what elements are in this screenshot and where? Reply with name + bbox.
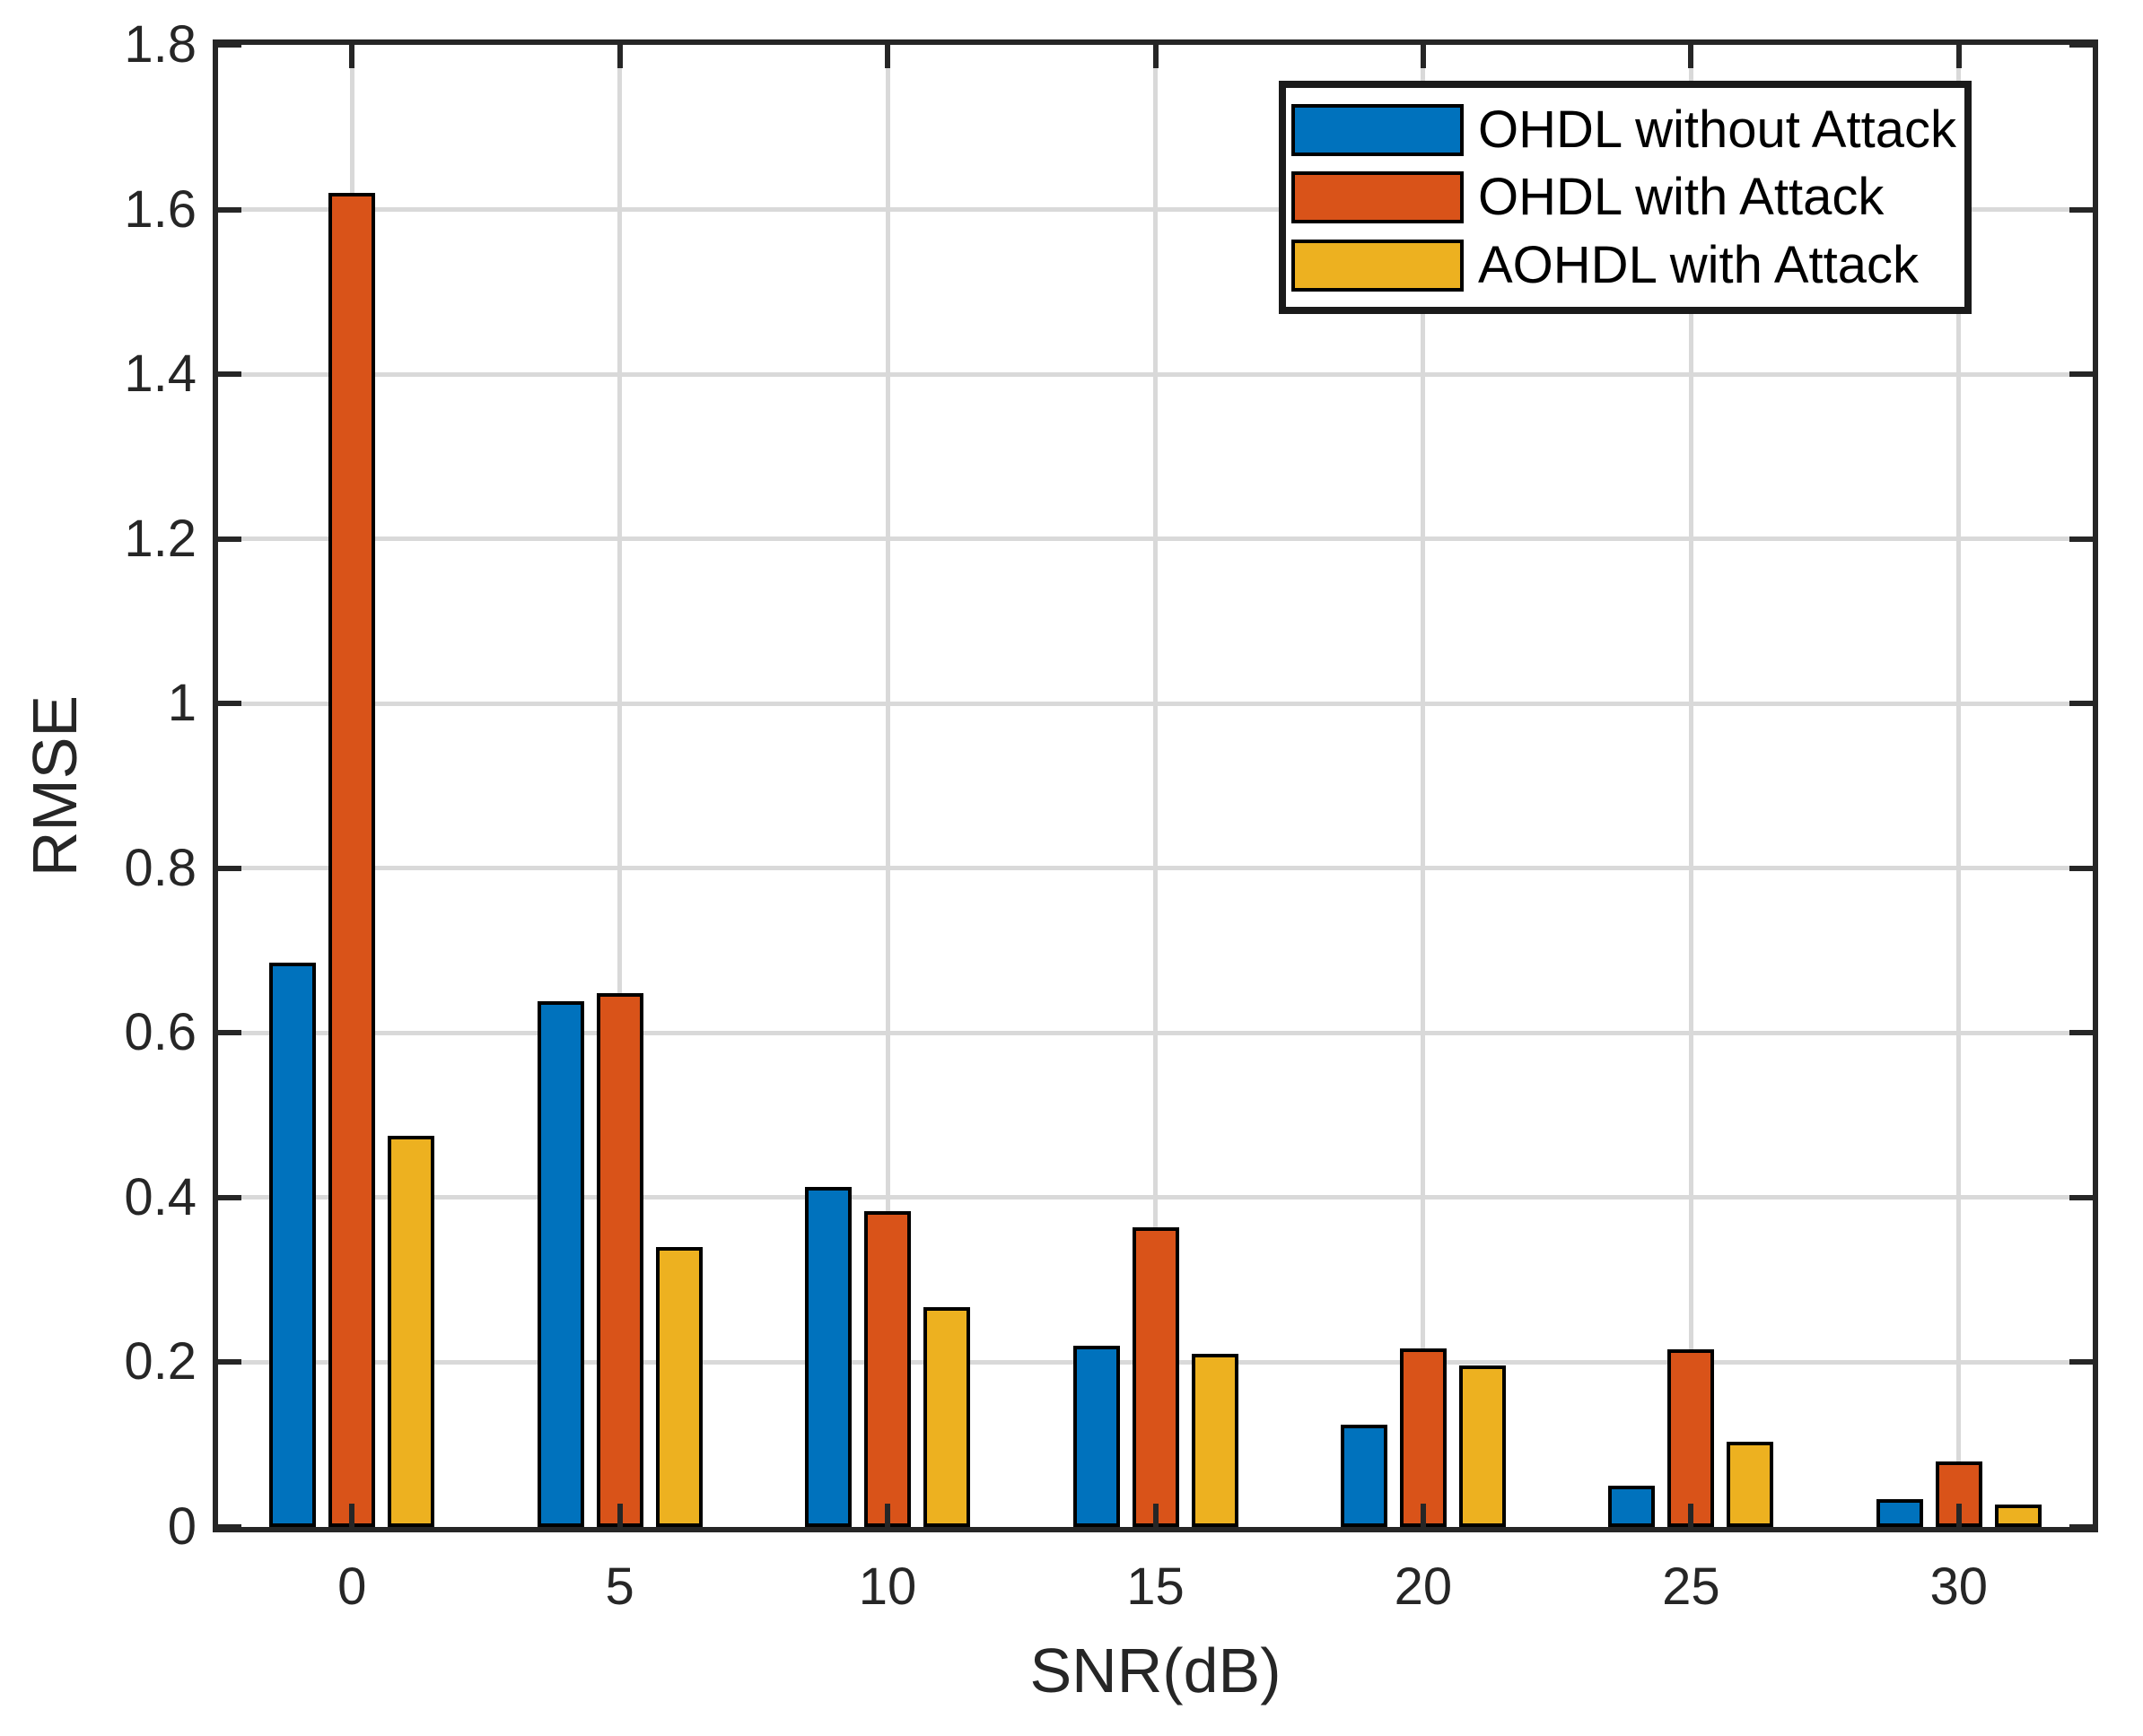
- legend-label: AOHDL with Attack: [1478, 235, 1920, 294]
- y-axis-title: RMSE: [20, 694, 90, 877]
- y-tick-label: 1.6: [124, 179, 197, 239]
- x-tickmark-top: [885, 45, 891, 68]
- legend-item: AOHDL with Attack: [1291, 235, 1964, 294]
- bar-ohdl-without-attack: [805, 1186, 853, 1527]
- y-tickmark-left: [218, 206, 241, 213]
- y-tickmark-left: [218, 1194, 241, 1200]
- y-tickmark-right: [2069, 42, 2093, 48]
- y-tickmark-right: [2069, 701, 2093, 707]
- y-tickmark-left: [218, 1359, 241, 1365]
- y-tickmark-left: [218, 701, 241, 707]
- x-tickmark-top: [1688, 45, 1694, 68]
- bar-aohdl-with-attack: [1191, 1354, 1238, 1527]
- y-tick-label: 0: [167, 1497, 197, 1556]
- x-tick-label: 15: [1126, 1557, 1185, 1616]
- bar-ohdl-with-attack: [1667, 1348, 1715, 1527]
- legend-label: OHDL without Attack: [1478, 100, 1956, 159]
- x-tickmark-bottom: [349, 1504, 355, 1527]
- x-tickmark-bottom: [885, 1504, 891, 1527]
- x-axis-title: SNR(dB): [1029, 1636, 1281, 1705]
- y-tickmark-left: [218, 536, 241, 542]
- legend-swatch-icon: [1291, 239, 1464, 292]
- y-tickmark-left: [218, 1030, 241, 1036]
- y-tick-label: 1.4: [124, 345, 197, 404]
- y-tick-label: 0.6: [124, 1003, 197, 1062]
- bar-aohdl-with-attack: [1727, 1442, 1774, 1527]
- x-tick-label: 5: [605, 1557, 634, 1616]
- x-tickmark-top: [617, 45, 623, 68]
- legend-item: OHDL with Attack: [1291, 171, 1964, 223]
- y-tickmark-right: [2069, 1359, 2093, 1365]
- bar-ohdl-without-attack: [537, 1001, 584, 1527]
- h-gridline: [218, 701, 2093, 706]
- x-tickmark-bottom: [617, 1504, 623, 1527]
- x-tickmark-bottom: [1420, 1504, 1426, 1527]
- v-gridline: [1956, 45, 1962, 1527]
- bar-ohdl-without-attack: [1876, 1498, 1923, 1527]
- x-tickmark-bottom: [1955, 1504, 1962, 1527]
- x-tickmark-bottom: [1152, 1504, 1159, 1527]
- v-gridline: [885, 45, 890, 1527]
- y-tick-label: 1.2: [124, 509, 197, 568]
- v-gridline: [617, 45, 623, 1527]
- h-gridline: [218, 1030, 2093, 1035]
- bar-ohdl-with-attack: [328, 193, 376, 1527]
- y-tick-label: 1.8: [124, 15, 197, 74]
- x-tick-label: 25: [1662, 1557, 1720, 1616]
- x-tick-label: 20: [1394, 1557, 1453, 1616]
- y-tick-label: 0.4: [124, 1167, 197, 1226]
- legend: OHDL without Attack OHDL with Attack AOHDL…: [1279, 81, 1972, 314]
- h-gridline: [218, 1195, 2093, 1200]
- x-tickmark-top: [349, 45, 355, 68]
- x-tickmark-top: [1152, 45, 1159, 68]
- y-tickmark-left: [218, 371, 241, 378]
- y-tickmark-right: [2069, 865, 2093, 871]
- legend-swatch-icon: [1291, 171, 1464, 223]
- h-gridline: [218, 537, 2093, 542]
- bar-aohdl-with-attack: [388, 1136, 435, 1527]
- y-tickmark-right: [2069, 536, 2093, 542]
- bar-ohdl-with-attack: [864, 1210, 912, 1527]
- bar-ohdl-with-attack: [1399, 1348, 1447, 1527]
- y-tickmark-right: [2069, 1030, 2093, 1036]
- bar-ohdl-without-attack: [1340, 1425, 1387, 1527]
- x-tick-label: 0: [337, 1557, 367, 1616]
- y-tick-label: 0.8: [124, 838, 197, 897]
- h-gridline: [218, 866, 2093, 871]
- x-tickmark-bottom: [1688, 1504, 1694, 1527]
- bar-aohdl-with-attack: [1458, 1365, 1506, 1527]
- y-tickmark-left: [218, 42, 241, 48]
- y-tickmark-right: [2069, 1524, 2093, 1530]
- y-tickmark-right: [2069, 206, 2093, 213]
- y-tickmark-right: [2069, 371, 2093, 378]
- bar-aohdl-with-attack: [1994, 1505, 2042, 1527]
- legend-swatch-icon: [1291, 103, 1464, 156]
- y-tickmark-right: [2069, 1194, 2093, 1200]
- v-gridline: [1153, 45, 1158, 1527]
- y-tick-label: 1: [167, 674, 197, 733]
- x-tick-label: 30: [1929, 1557, 1989, 1616]
- bar-ohdl-without-attack: [1608, 1486, 1656, 1527]
- bar-ohdl-without-attack: [1072, 1346, 1120, 1527]
- h-gridline: [218, 207, 2093, 213]
- y-tick-label: 0.2: [124, 1332, 197, 1391]
- bar-aohdl-with-attack: [923, 1306, 971, 1527]
- v-gridline: [1421, 45, 1426, 1527]
- plot-area: [213, 39, 2098, 1532]
- y-tickmark-left: [218, 865, 241, 871]
- bar-ohdl-with-attack: [1132, 1226, 1179, 1527]
- legend-label: OHDL with Attack: [1478, 168, 1885, 226]
- legend-item: OHDL without Attack: [1291, 100, 1964, 159]
- x-tickmark-top: [1420, 45, 1426, 68]
- h-gridline: [218, 371, 2093, 377]
- v-gridline: [1688, 45, 1693, 1527]
- bar-ohdl-with-attack: [596, 993, 643, 1527]
- x-tickmark-top: [1955, 45, 1962, 68]
- bar-ohdl-without-attack: [269, 963, 317, 1527]
- x-tick-label: 10: [858, 1557, 917, 1616]
- y-tickmark-left: [218, 1524, 241, 1530]
- bar-aohdl-with-attack: [655, 1246, 703, 1527]
